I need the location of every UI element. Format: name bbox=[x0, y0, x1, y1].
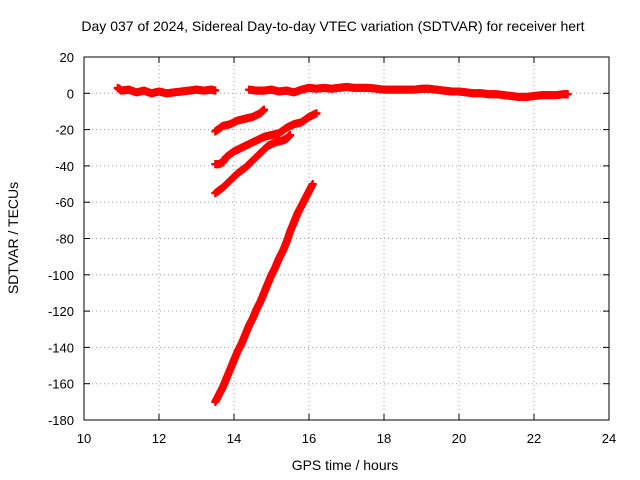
series-0 bbox=[113, 83, 220, 98]
y-axis-title: SDTVAR / TECUs bbox=[5, 182, 21, 294]
x-tick-label: 20 bbox=[452, 431, 466, 446]
y-tick-label: -180 bbox=[48, 413, 74, 428]
y-tick-label: -80 bbox=[55, 232, 74, 247]
x-tick-label: 14 bbox=[227, 431, 241, 446]
data-point bbox=[563, 90, 572, 99]
x-tick-label: 12 bbox=[152, 431, 166, 446]
y-tick-label: -100 bbox=[48, 268, 74, 283]
y-tick-label: -20 bbox=[55, 123, 74, 138]
chart-title: Day 037 of 2024, Sidereal Day-to-day VTE… bbox=[81, 18, 584, 34]
x-tick-label: 10 bbox=[77, 431, 91, 446]
x-tick-label: 16 bbox=[302, 431, 316, 446]
x-axis-title: GPS time / hours bbox=[292, 457, 399, 473]
series-5 bbox=[211, 180, 317, 406]
data-points bbox=[113, 82, 572, 406]
series-4 bbox=[211, 131, 295, 198]
x-tick-label: 24 bbox=[602, 431, 616, 446]
y-tick-label: -140 bbox=[48, 340, 74, 355]
data-point bbox=[312, 109, 321, 118]
axis-ticks bbox=[83, 56, 610, 421]
series-2 bbox=[211, 105, 268, 136]
data-point bbox=[286, 131, 295, 140]
data-point bbox=[260, 105, 268, 114]
y-tick-label: -120 bbox=[48, 304, 74, 319]
data-point bbox=[211, 86, 220, 95]
grid bbox=[84, 57, 609, 420]
y-tick-label: 20 bbox=[60, 50, 74, 65]
x-tick-labels: 10 12 14 16 18 20 22 24 bbox=[77, 431, 616, 446]
data-point bbox=[308, 180, 317, 189]
y-tick-label: -40 bbox=[55, 159, 74, 174]
y-tick-labels: 20 0 -20 -40 -60 -80 -100 -120 -140 -160 -180 bbox=[48, 50, 74, 428]
x-tick-label: 18 bbox=[377, 431, 391, 446]
y-tick-label: -60 bbox=[55, 195, 74, 210]
y-tick-label: 0 bbox=[67, 86, 74, 101]
y-tick-label: -160 bbox=[48, 377, 74, 392]
x-tick-label: 22 bbox=[527, 431, 541, 446]
plot-frame bbox=[83, 56, 610, 421]
series-3 bbox=[211, 109, 321, 169]
series-1 bbox=[245, 82, 572, 101]
